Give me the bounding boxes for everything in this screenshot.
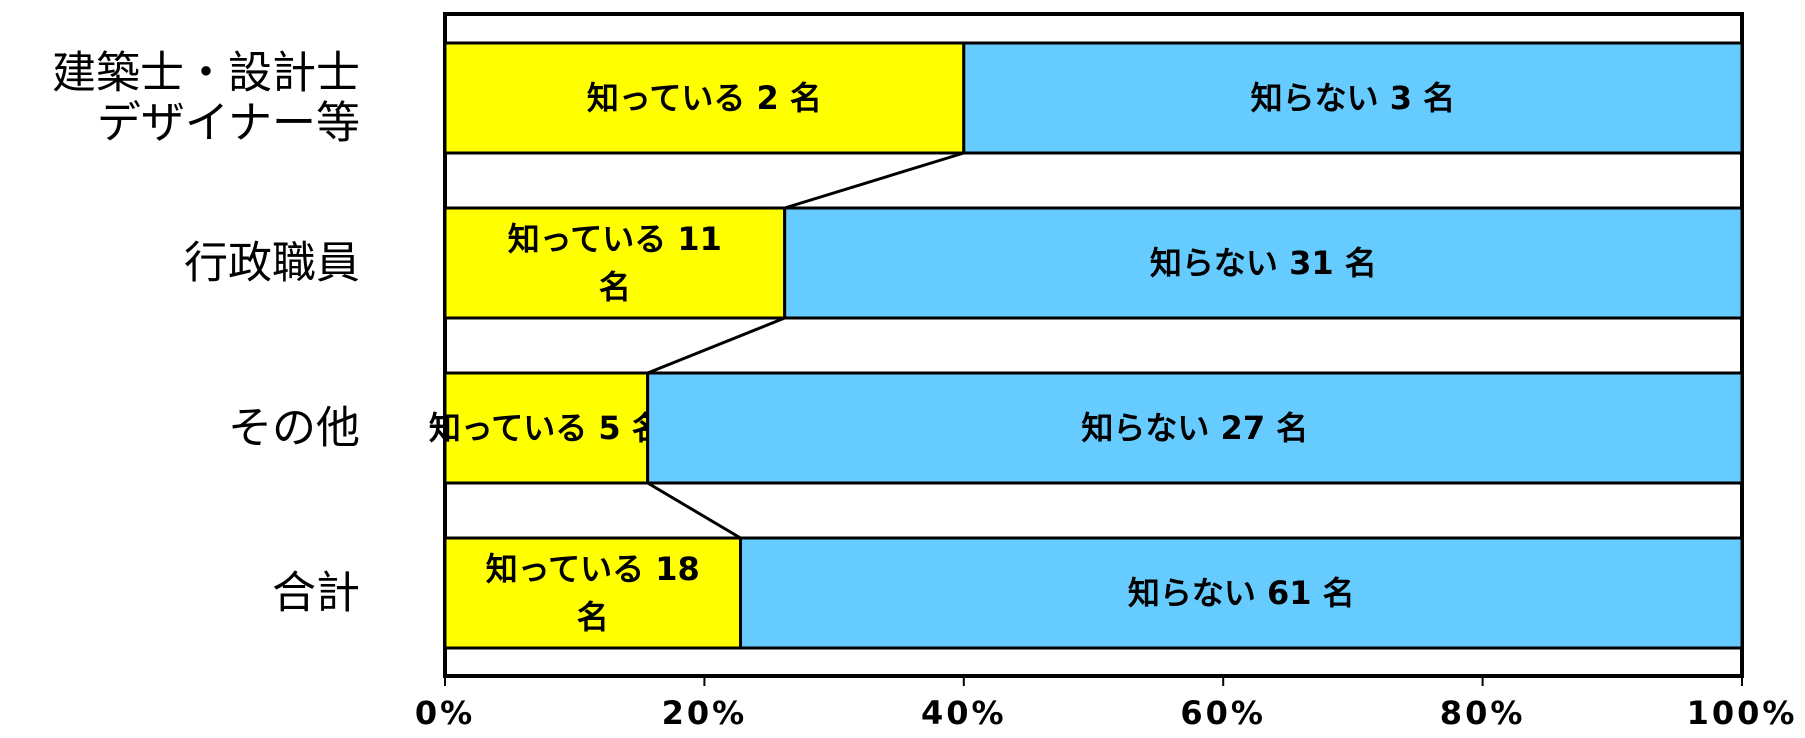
- series-lines: [646, 151, 965, 540]
- x-tick-label: 20%: [662, 694, 748, 732]
- x-tick-label: 40%: [921, 694, 1007, 732]
- bar-segment: [443, 371, 650, 485]
- data-label: 名: [599, 268, 631, 306]
- data-label: 知っている 5 名: [429, 409, 664, 447]
- series-line: [646, 481, 742, 540]
- category-label: その他: [228, 403, 360, 454]
- bar-segment: [443, 536, 743, 650]
- data-label: 知っている 11: [508, 220, 722, 258]
- bar-segment: [443, 206, 787, 320]
- category-label: 行政職員: [184, 238, 360, 289]
- category-label: 合計: [272, 568, 360, 619]
- data-label: 知っている 2 名: [587, 79, 822, 117]
- category-label: 建築士・設計士: [52, 48, 360, 99]
- bar-segment: [783, 206, 1744, 320]
- data-label: 知らない 31 名: [1150, 244, 1377, 282]
- bar-segment: [739, 536, 1744, 650]
- x-tick-label: 0%: [415, 694, 475, 732]
- data-label: 知らない 3 名: [1251, 79, 1456, 117]
- data-label: 知っている 18: [486, 550, 700, 588]
- bar-segment: [962, 41, 1744, 155]
- bar-segment: [443, 41, 966, 155]
- x-axis: 0% 20% 40% 60% 80% 100%: [415, 676, 1798, 732]
- series-line: [784, 151, 965, 210]
- bar-segment: [646, 371, 1744, 485]
- series-line: [647, 316, 786, 375]
- data-label: 知らない 27 名: [1081, 409, 1308, 447]
- x-tick-label: 100%: [1687, 694, 1798, 732]
- data-label: 知らない 61 名: [1128, 574, 1355, 612]
- data-label: 名: [577, 598, 609, 636]
- x-tick-label: 80%: [1440, 694, 1526, 732]
- category-label: デザイナー等: [97, 98, 360, 149]
- x-tick-label: 60%: [1180, 694, 1266, 732]
